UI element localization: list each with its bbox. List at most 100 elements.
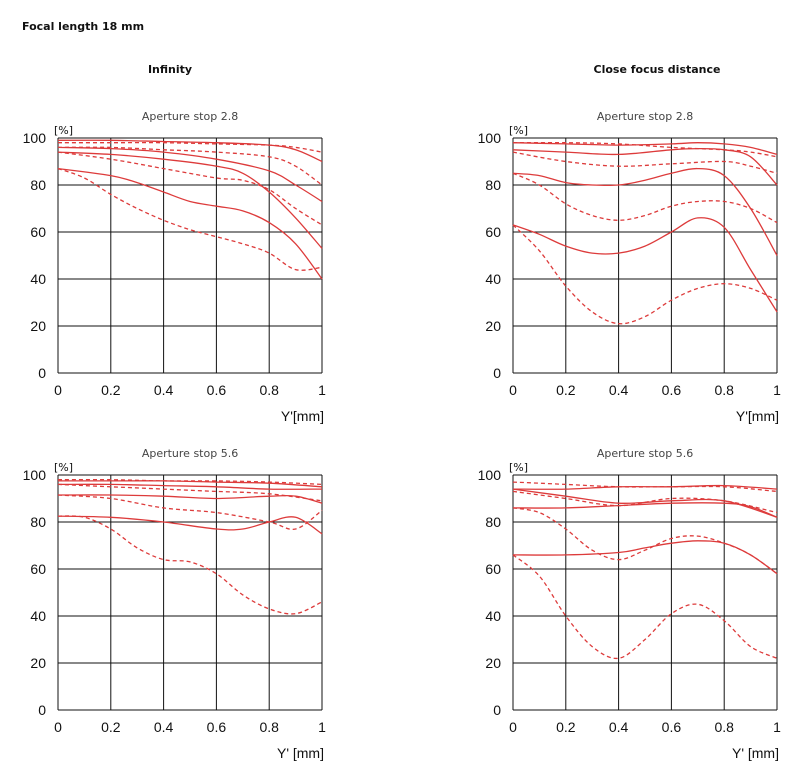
- mtf-curve-solid: [57, 494, 323, 504]
- y-tick-label: 100: [478, 467, 502, 483]
- page-title: Focal length 18 mm: [22, 20, 145, 33]
- mtf-curve-solid: [57, 480, 323, 488]
- x-axis-label: Y' [mm]: [732, 745, 779, 761]
- mtf-curve-solid: [512, 217, 778, 313]
- mtf-curve-solid: [512, 502, 778, 518]
- x-axis-label: Y'[mm]: [736, 408, 779, 424]
- chart-svg: Aperture stop 5.6 0 0.2 0.4 0.6 0.8 1 0 20 40 60 80…: [478, 447, 781, 761]
- chart-panel-infinity-f5-6: Aperture stop 5.6 0 0.2 0.4 0.6 0.8 1 0 20 40 60 80…: [0, 441, 345, 771]
- y-tick-label: 40: [485, 271, 501, 287]
- y-tick-label: 60: [30, 224, 46, 240]
- y-tick-label: 0: [38, 365, 46, 381]
- chart-svg: Aperture stop 2.8 0 0.2 0.4 0.6 0.8 1 0 20 40 60 80…: [23, 110, 326, 424]
- x-tick-label: 0.2: [101, 719, 121, 735]
- chart-title: Aperture stop 5.6: [597, 447, 693, 460]
- x-tick-label: 0.4: [154, 382, 174, 398]
- y-tick-label: 0: [493, 365, 501, 381]
- y-tick-label: 100: [478, 130, 502, 146]
- x-tick-label: 0.6: [207, 382, 227, 398]
- mtf-curve-dashed: [57, 141, 323, 153]
- chart-svg: Aperture stop 2.8 0 0.2 0.4 0.6 0.8 1 0 20 40 60 80…: [478, 110, 781, 424]
- chart-title: Aperture stop 2.8: [597, 110, 693, 123]
- y-tick-label: 80: [30, 514, 46, 530]
- y-tick-label: 20: [30, 655, 46, 671]
- column-title-close-focus: Close focus distance: [593, 63, 721, 76]
- y-axis-unit-label: [%]: [509, 124, 528, 137]
- mtf-curve-solid: [57, 167, 323, 280]
- mtf-curve-dashed: [512, 172, 778, 224]
- x-tick-label: 0.8: [714, 382, 734, 398]
- chart-panel-infinity-f2-8: Aperture stop 2.8 0 0.2 0.4 0.6 0.8 1 0 20 40 60 80…: [0, 104, 345, 434]
- x-tick-label: 0.6: [662, 719, 682, 735]
- x-axis-label: Y' [mm]: [277, 745, 324, 761]
- y-tick-label: 20: [485, 318, 501, 334]
- mtf-curve-solid: [512, 142, 778, 156]
- column-title-infinity: Infinity: [147, 63, 193, 76]
- mtf-curve-dashed: [57, 483, 323, 502]
- x-axis-label: Y'[mm]: [281, 408, 324, 424]
- mtf-curve-dashed: [512, 151, 778, 174]
- y-tick-label: 0: [493, 702, 501, 718]
- mtf-curve-dashed: [512, 490, 778, 514]
- x-tick-label: 0.8: [259, 382, 279, 398]
- chart-svg: Aperture stop 5.6 0 0.2 0.4 0.6 0.8 1 0 20 40 60 80…: [23, 447, 326, 761]
- y-axis-unit-label: [%]: [54, 461, 73, 474]
- mtf-curve-dashed: [512, 224, 778, 325]
- mtf-curve-dashed: [57, 151, 323, 226]
- mtf-curve-solid: [57, 151, 323, 249]
- x-tick-label: 0.2: [556, 719, 576, 735]
- chart-title: Aperture stop 2.8: [142, 110, 238, 123]
- y-axis-unit-label: [%]: [54, 124, 73, 137]
- mtf-curve-dashed: [57, 494, 323, 531]
- y-tick-label: 40: [485, 608, 501, 624]
- chart-panel-close-f5-6: Aperture stop 5.6 0 0.2 0.4 0.6 0.8 1 0 20 40 60 80…: [455, 441, 800, 771]
- x-tick-label: 0: [509, 382, 517, 398]
- mtf-curve-solid: [57, 483, 323, 490]
- x-tick-label: 1: [318, 719, 326, 735]
- mtf-curve-solid: [512, 147, 778, 186]
- x-tick-label: 0: [54, 382, 62, 398]
- mtf-curve-solid: [512, 540, 778, 575]
- y-axis-unit-label: [%]: [509, 461, 528, 474]
- chart-panel-close-f2-8: Aperture stop 2.8 0 0.2 0.4 0.6 0.8 1 0 20 40 60 80…: [455, 104, 800, 434]
- mtf-curve-dashed: [512, 141, 778, 158]
- x-tick-label: 1: [773, 382, 781, 398]
- mtf-curve-dashed: [512, 554, 778, 660]
- mtf-curve-solid: [57, 146, 323, 203]
- x-tick-label: 0.4: [154, 719, 174, 735]
- x-tick-label: 0.4: [609, 382, 629, 398]
- x-tick-label: 0.2: [101, 382, 121, 398]
- mtf-curve-dashed: [57, 167, 323, 271]
- y-tick-label: 40: [30, 608, 46, 624]
- x-tick-label: 1: [773, 719, 781, 735]
- y-tick-label: 60: [485, 561, 501, 577]
- x-tick-label: 0.6: [662, 382, 682, 398]
- mtf-curve-dashed: [57, 515, 323, 615]
- mtf-curve-dashed: [57, 146, 323, 186]
- x-tick-label: 0: [509, 719, 517, 735]
- mtf-curve-solid: [57, 515, 323, 535]
- x-tick-label: 0.4: [609, 719, 629, 735]
- x-tick-label: 0: [54, 719, 62, 735]
- chart-title: Aperture stop 5.6: [142, 447, 238, 460]
- x-tick-label: 0.8: [259, 719, 279, 735]
- y-tick-label: 20: [30, 318, 46, 334]
- y-tick-label: 80: [485, 177, 501, 193]
- mtf-curve-solid: [512, 484, 778, 490]
- y-tick-label: 60: [30, 561, 46, 577]
- mtf-curve-solid: [57, 139, 323, 163]
- mtf-curve-dashed: [512, 507, 778, 575]
- y-tick-label: 100: [23, 467, 47, 483]
- y-tick-label: 80: [485, 514, 501, 530]
- y-tick-label: 20: [485, 655, 501, 671]
- x-tick-label: 1: [318, 382, 326, 398]
- x-tick-label: 0.2: [556, 382, 576, 398]
- mtf-curve-solid: [512, 167, 778, 256]
- y-tick-label: 40: [30, 271, 46, 287]
- y-tick-label: 60: [485, 224, 501, 240]
- y-tick-label: 80: [30, 177, 46, 193]
- x-tick-label: 0.8: [714, 719, 734, 735]
- y-tick-label: 100: [23, 130, 47, 146]
- y-tick-label: 0: [38, 702, 46, 718]
- x-tick-label: 0.6: [207, 719, 227, 735]
